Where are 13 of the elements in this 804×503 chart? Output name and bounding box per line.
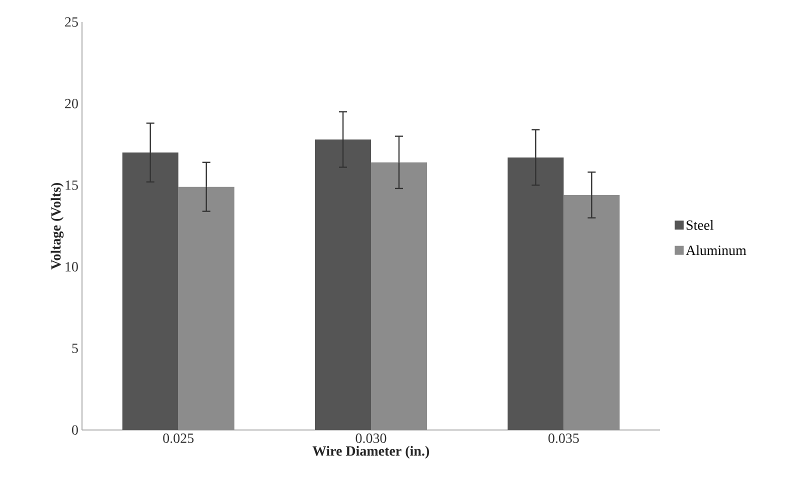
x-axis-title: Wire Diameter (in.) [312, 446, 430, 459]
legend-label: Aluminum [686, 245, 746, 256]
y-tick-label: 10 [66, 262, 78, 272]
y-tick-label: 15 [66, 180, 78, 190]
x-tick-label: 0.035 [548, 434, 579, 444]
y-tick-label: 20 [65, 98, 78, 108]
y-tick-label: 5 [72, 344, 78, 354]
y-axis-title: Voltage (Volts) [50, 182, 64, 270]
x-tick-label: 0.030 [356, 434, 386, 444]
legend-label: Steel [686, 220, 714, 230]
y-tick-label: 25 [65, 17, 78, 27]
y-tick-label: 0 [72, 425, 78, 435]
x-tick-label: 0.025 [163, 434, 194, 444]
